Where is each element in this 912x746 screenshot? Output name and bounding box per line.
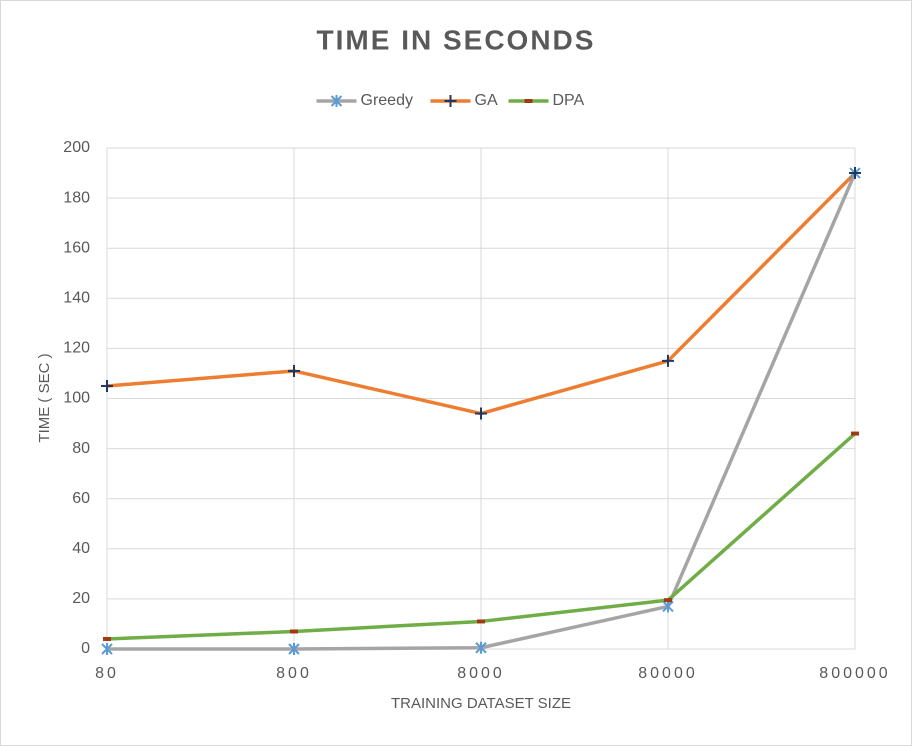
y-tick-label: 20: [72, 590, 90, 607]
y-tick-label: 160: [63, 239, 90, 256]
y-tick-label: 100: [63, 390, 90, 407]
legend-marker: [330, 95, 343, 107]
data-point: [101, 379, 113, 392]
chart-title: TIME IN SECONDS: [317, 24, 596, 55]
legend-marker: [444, 95, 457, 107]
x-tick-label: 80000: [638, 665, 698, 682]
legend-label: DPA: [553, 92, 585, 109]
y-tick-label: 140: [63, 290, 90, 307]
y-axis-label: TIME ( SEC ): [36, 353, 53, 442]
x-tick-label: 800: [276, 665, 312, 682]
x-tick-label: 800000: [819, 665, 890, 682]
x-tick-label: 80: [95, 665, 119, 682]
y-tick-label: 180: [63, 189, 90, 206]
data-point: [662, 600, 674, 613]
legend-label: Greedy: [361, 92, 413, 109]
data-point: [475, 407, 487, 420]
data-point: [288, 643, 300, 655]
y-tick-label: 200: [63, 139, 90, 156]
y-tick-label: 0: [81, 640, 90, 657]
y-tick-label: 80: [72, 440, 90, 457]
data-point: [849, 167, 861, 180]
legend-label: GA: [475, 92, 498, 109]
data-point: [475, 641, 487, 654]
x-axis-label: TRAINING DATASET SIZE: [391, 695, 571, 712]
data-point: [662, 354, 674, 367]
data-point: [288, 364, 300, 377]
data-point: [101, 643, 113, 655]
y-tick-label: 40: [72, 540, 90, 557]
y-tick-label: 120: [63, 340, 90, 357]
x-tick-label: 8000: [457, 665, 505, 682]
y-tick-label: 60: [72, 490, 90, 507]
